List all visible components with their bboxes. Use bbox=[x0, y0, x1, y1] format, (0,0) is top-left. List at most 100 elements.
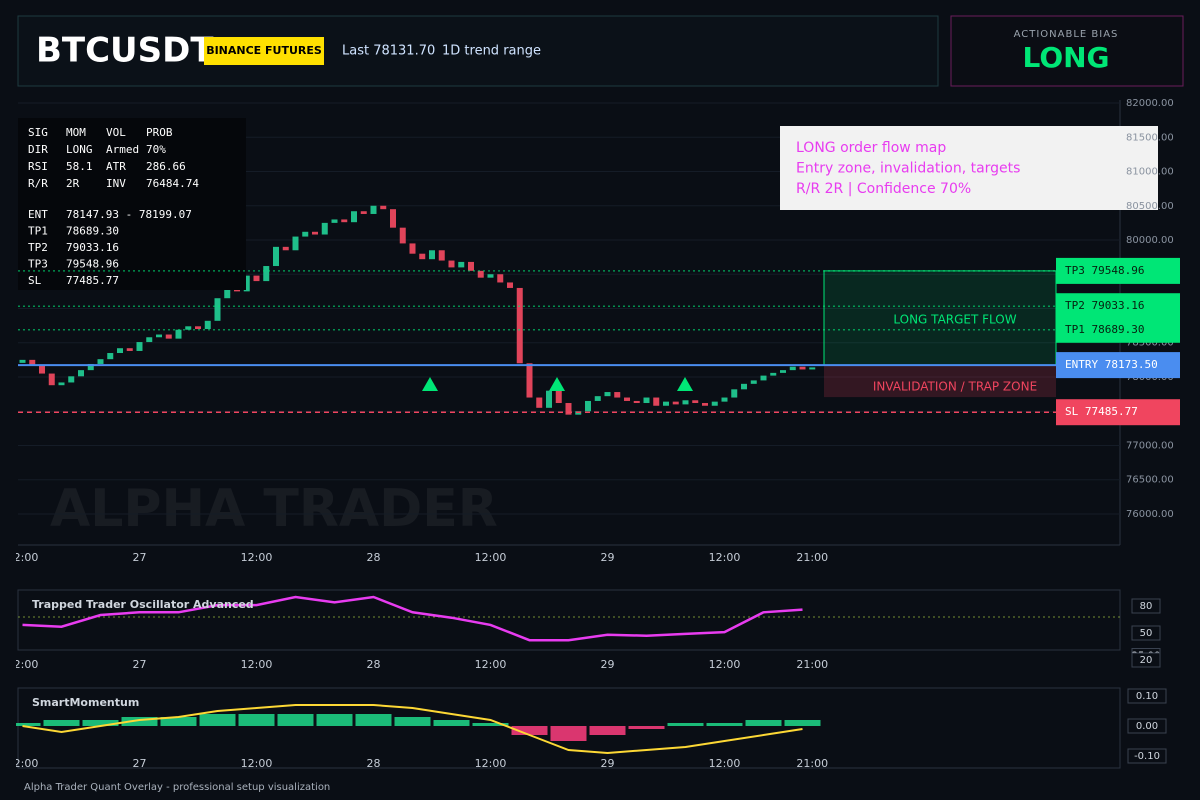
stats-level: TP3 bbox=[28, 258, 48, 271]
stats-level: SL bbox=[28, 274, 42, 287]
candle bbox=[165, 334, 172, 339]
oscillator-line bbox=[22, 595, 803, 642]
stats-cell: SIG bbox=[28, 126, 48, 139]
candle bbox=[565, 403, 572, 415]
momentum-bar bbox=[160, 717, 197, 726]
stats-cell: R/R bbox=[28, 177, 48, 190]
stats-cell: 2R bbox=[66, 177, 80, 190]
candle bbox=[243, 275, 250, 292]
candle bbox=[682, 400, 689, 405]
candle bbox=[721, 397, 728, 402]
momentum-bar bbox=[82, 720, 119, 726]
x-tick-label: 12:00 bbox=[7, 757, 39, 770]
bias-label: ACTIONABLE BIAS bbox=[1014, 29, 1119, 40]
candle bbox=[702, 403, 708, 406]
stats: SIG MOM VOL PROB DIR LONG Armed 70% RSI 58.1 ATR 28… bbox=[28, 126, 199, 287]
momentum-bar bbox=[550, 726, 587, 741]
candle bbox=[351, 211, 357, 223]
candle bbox=[370, 205, 377, 214]
candle bbox=[692, 400, 699, 404]
y-tick-label: 80 bbox=[1140, 601, 1153, 612]
candle bbox=[507, 282, 513, 288]
y-tick-box bbox=[1127, 688, 1167, 704]
candle bbox=[292, 236, 299, 251]
level-label: ENTRY 78173.50 bbox=[1065, 358, 1158, 371]
momentum-bar bbox=[394, 717, 431, 726]
momentum-bar bbox=[16, 723, 41, 726]
momentum-bar bbox=[589, 726, 626, 735]
y-tick-label: 77000.00 bbox=[1126, 440, 1174, 451]
note-line: LONG order flow map bbox=[796, 140, 946, 156]
candle bbox=[58, 382, 65, 386]
panel-frame bbox=[17, 589, 1121, 651]
candle bbox=[741, 383, 747, 390]
y-tick-label: 0.10 bbox=[1136, 691, 1158, 702]
level-box bbox=[1056, 399, 1180, 426]
candle bbox=[643, 397, 650, 404]
stats-cell: RSI bbox=[28, 160, 48, 173]
stats-cell: Armed bbox=[106, 143, 139, 156]
candle bbox=[458, 261, 465, 268]
candle bbox=[360, 211, 367, 214]
x-tick-label: 12:00 bbox=[709, 551, 741, 564]
level-label: TP1 78689.30 bbox=[1065, 323, 1144, 336]
candle bbox=[770, 372, 777, 376]
momentum-bar bbox=[238, 714, 275, 726]
x-tick-label: 12:00 bbox=[241, 658, 273, 671]
stats-level: TP1 bbox=[28, 225, 48, 238]
momentum-line bbox=[22, 704, 803, 755]
candle bbox=[97, 359, 104, 364]
x-tick-label: 28 bbox=[367, 551, 381, 564]
exchange-badge bbox=[204, 37, 324, 65]
y-tick-label: 0.00 bbox=[1136, 721, 1158, 732]
candle bbox=[731, 389, 738, 398]
x-tick-label: 29 bbox=[601, 658, 615, 671]
stats-cell: VOL bbox=[106, 126, 126, 139]
candle bbox=[585, 400, 591, 412]
level-box bbox=[1056, 316, 1180, 343]
signal-marker bbox=[549, 377, 565, 391]
candle bbox=[341, 219, 348, 223]
candle bbox=[438, 250, 445, 261]
candle bbox=[448, 260, 455, 268]
candle bbox=[19, 359, 26, 363]
candle bbox=[789, 366, 796, 371]
momentum-bar bbox=[277, 714, 314, 726]
y-tick-label: 50 bbox=[1140, 628, 1153, 639]
stats-cell: 70% bbox=[146, 143, 166, 156]
candle bbox=[624, 397, 630, 401]
candle bbox=[195, 326, 201, 330]
note-box bbox=[780, 126, 1158, 210]
candle bbox=[126, 348, 133, 351]
momentum-bar bbox=[511, 726, 548, 735]
symbol: BTCUSDT bbox=[36, 31, 214, 71]
panel-frame bbox=[17, 687, 1121, 769]
candle bbox=[107, 353, 114, 360]
candle bbox=[39, 364, 45, 374]
y-tick-label: 76500.00 bbox=[1126, 475, 1174, 486]
y-tick-box bbox=[1127, 718, 1167, 734]
x-tick-label: 28 bbox=[367, 658, 381, 671]
candle bbox=[87, 363, 94, 371]
y-tick-label: -0.10 bbox=[1134, 751, 1160, 762]
momentum-bar bbox=[667, 723, 704, 726]
candle bbox=[555, 390, 562, 404]
stats-level: 79548.96 bbox=[66, 258, 119, 271]
level-box bbox=[1056, 293, 1180, 320]
y-tick-label: 80000.00 bbox=[1126, 235, 1174, 246]
panel-title: SmartMomentum bbox=[32, 696, 139, 709]
x-tick-label: 28 bbox=[367, 757, 381, 770]
stats-cell: MOM bbox=[66, 126, 86, 139]
candle bbox=[312, 231, 318, 235]
level-box bbox=[1056, 352, 1180, 379]
candle bbox=[468, 261, 474, 271]
candle bbox=[536, 397, 543, 408]
x-tick-label: 12:00 bbox=[709, 757, 741, 770]
x-tick-label: 12:00 bbox=[7, 658, 39, 671]
momentum-bar bbox=[472, 723, 509, 726]
range: 1D trend range bbox=[442, 44, 541, 59]
candle bbox=[604, 392, 611, 397]
candle bbox=[78, 370, 84, 377]
stats-cell: INV bbox=[106, 177, 126, 190]
x-tick-label: 27 bbox=[133, 658, 147, 671]
